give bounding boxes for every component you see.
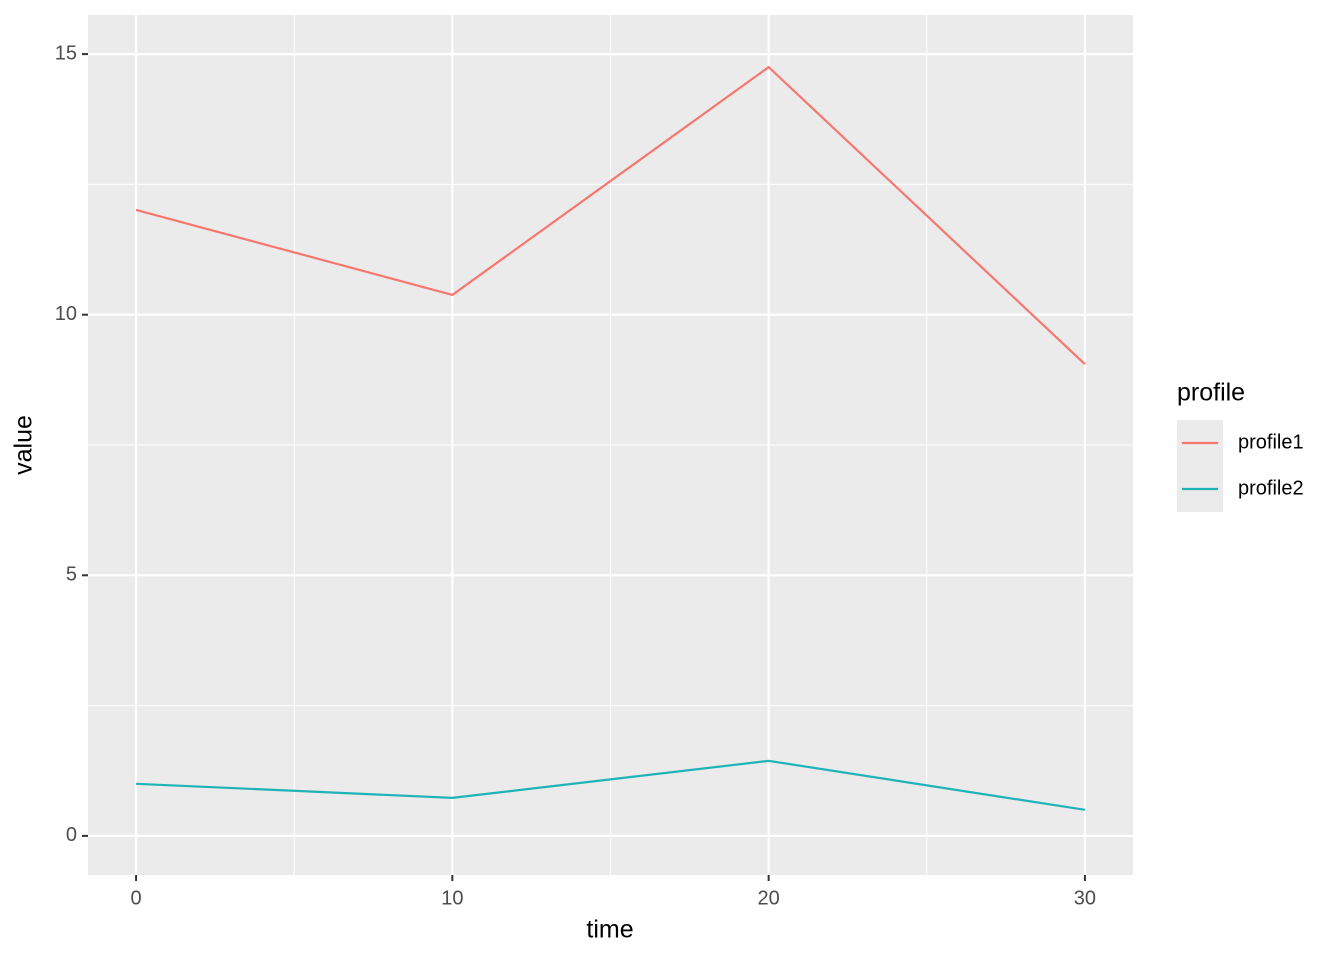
x-axis-title: time: [586, 916, 633, 944]
x-tick-label: 20: [758, 887, 780, 909]
series-line: [135, 65, 1086, 366]
lines: [135, 65, 1086, 811]
y-tick-label: 0: [66, 824, 77, 846]
x-tick-label: 0: [131, 887, 142, 909]
legend-label: profile2: [1238, 477, 1304, 499]
x-tick-label: 10: [441, 887, 463, 909]
legend: profile1 profile2: [1177, 420, 1304, 512]
series-line: [136, 759, 1086, 811]
y-tick-label: 10: [55, 303, 77, 325]
grid: [88, 15, 1133, 875]
legend-label: profile1: [1238, 431, 1304, 453]
x-tick-label: 30: [1074, 887, 1096, 909]
y-tick-label: 5: [66, 564, 77, 586]
y-tick-label: 15: [55, 42, 77, 64]
legend-title: profile: [1177, 379, 1245, 407]
y-axis-title: value: [10, 415, 38, 475]
